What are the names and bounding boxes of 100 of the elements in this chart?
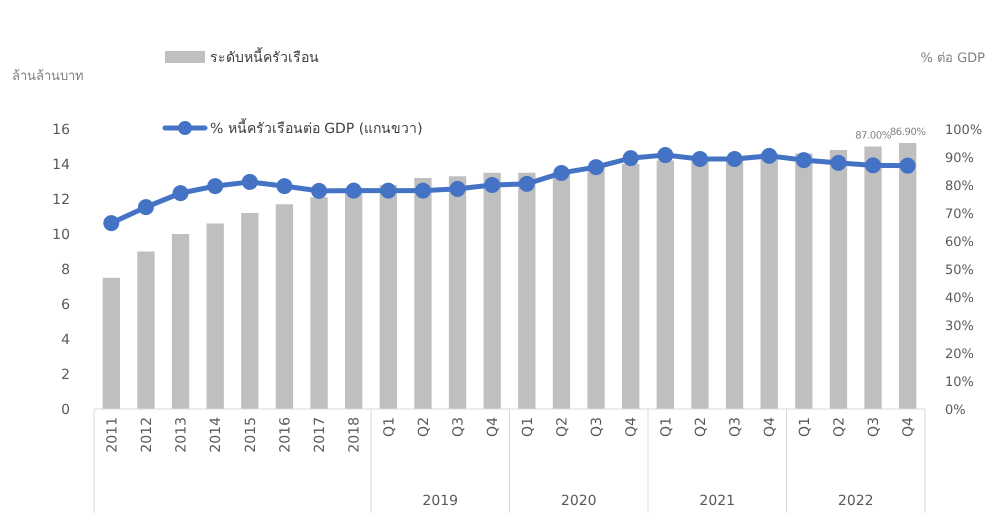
- y-tick-label: 4: [61, 332, 70, 348]
- point: [311, 182, 328, 199]
- x-tick-label: Q4: [900, 416, 917, 437]
- data-label: 87.00%: [855, 130, 891, 142]
- legend-label: % หนี้ครัวเรือนต่อ GDP (แกนขวา): [210, 118, 423, 137]
- x-tick-label: Q2: [831, 417, 848, 437]
- text: 2019: [422, 493, 458, 509]
- bar: [137, 252, 155, 409]
- bar: [172, 234, 190, 409]
- x-tick-label: 2016: [277, 416, 294, 453]
- x-tick-label: Q3: [450, 417, 467, 437]
- bar: [380, 185, 397, 409]
- y2-tick-label: 10%: [945, 375, 974, 390]
- x-tick-label: Q3: [728, 417, 744, 437]
- point: [518, 176, 535, 192]
- point: [830, 154, 846, 171]
- point: [761, 148, 778, 164]
- bar: [241, 213, 258, 409]
- point: [553, 164, 570, 181]
- bar: [310, 197, 328, 409]
- point: [276, 178, 292, 194]
- x-tick-label: 2011: [104, 417, 120, 453]
- y-tick-label: 12: [52, 192, 70, 208]
- bar: [587, 168, 605, 409]
- y-axis-title: ล้านล้านบาท: [12, 69, 84, 84]
- y2-tick-label: 80%: [945, 179, 974, 194]
- y-tick-label: 8: [61, 262, 70, 278]
- x-tick-label: Q4: [762, 416, 778, 437]
- point: [726, 150, 743, 167]
- y2-tick-label: 70%: [945, 207, 974, 222]
- bar: [899, 143, 916, 409]
- y2-tick-label: 30%: [945, 319, 974, 334]
- x-tick-label: Q3: [589, 417, 606, 437]
- x-tick-label: Q4: [624, 416, 640, 437]
- x-tick-label: Q1: [520, 417, 536, 437]
- x-tick-label: Q4: [485, 416, 502, 437]
- y-tick-label: 10: [52, 227, 70, 243]
- point: [657, 147, 674, 164]
- x-tick-label: 2018: [346, 417, 363, 453]
- y2-tick-label: 100%: [945, 123, 982, 138]
- point: [207, 178, 224, 194]
- x-tick-label: 2017: [312, 417, 328, 453]
- bar: [484, 172, 501, 409]
- y-tick-label: 0: [61, 402, 70, 418]
- bar: [760, 154, 778, 409]
- x-tick-label: Q1: [796, 417, 813, 437]
- bar: [656, 160, 674, 409]
- y2-tick-label: 0%: [945, 403, 966, 418]
- x-tick-label: Q1: [381, 417, 398, 437]
- text: 2022: [838, 493, 874, 509]
- bar: [518, 172, 536, 409]
- bar: [864, 146, 882, 409]
- bar: [102, 278, 120, 409]
- x-tick-label: Q2: [554, 417, 570, 437]
- y2-tick-label: 90%: [945, 151, 974, 166]
- bar: [552, 172, 570, 409]
- bar: [345, 192, 362, 409]
- y2-axis-title: % ต่อ GDP: [920, 51, 986, 66]
- point: [484, 177, 500, 193]
- point: [450, 180, 466, 197]
- x-tick-label: 2013: [174, 417, 190, 453]
- x-tick-label: Q1: [658, 417, 674, 437]
- point: [346, 182, 362, 199]
- point: [242, 174, 258, 190]
- data-label: 86.90%: [890, 127, 926, 138]
- x-tick-label: Q2: [692, 417, 709, 437]
- bar: [622, 164, 640, 409]
- x-tick-label: Q2: [416, 417, 432, 437]
- bar: [206, 224, 224, 409]
- point: [865, 157, 882, 174]
- y2-tick-label: 40%: [945, 291, 974, 306]
- y-tick-label: 6: [61, 297, 70, 313]
- point: [103, 215, 120, 232]
- y-tick-label: 2: [61, 367, 70, 383]
- legend-label: ระดับหนี้ครัวเรือน: [210, 47, 319, 66]
- bar: [691, 158, 709, 409]
- y2-tick-label: 20%: [945, 347, 974, 362]
- point: [588, 159, 604, 176]
- point: [414, 182, 431, 199]
- bar: [414, 178, 432, 409]
- point: [692, 150, 708, 167]
- y2-tick-label: 50%: [945, 263, 974, 278]
- point: [138, 199, 154, 216]
- text: 2020: [560, 493, 597, 509]
- y-tick-label: 16: [52, 122, 70, 138]
- x-tick-label: 2012: [138, 417, 155, 453]
- bar: [830, 150, 848, 409]
- point: [796, 152, 812, 168]
- bar: [276, 204, 294, 409]
- x-tick-label: 2014: [208, 416, 224, 453]
- bar: [795, 154, 812, 409]
- point: [900, 158, 916, 174]
- point: [622, 150, 639, 166]
- x-tick-label: 2015: [242, 417, 259, 453]
- y-tick-label: 14: [52, 157, 70, 173]
- point: [172, 185, 189, 202]
- bar: [448, 176, 466, 409]
- y2-tick-label: 60%: [945, 235, 974, 250]
- x-tick-label: Q3: [866, 417, 882, 437]
- point: [380, 182, 396, 199]
